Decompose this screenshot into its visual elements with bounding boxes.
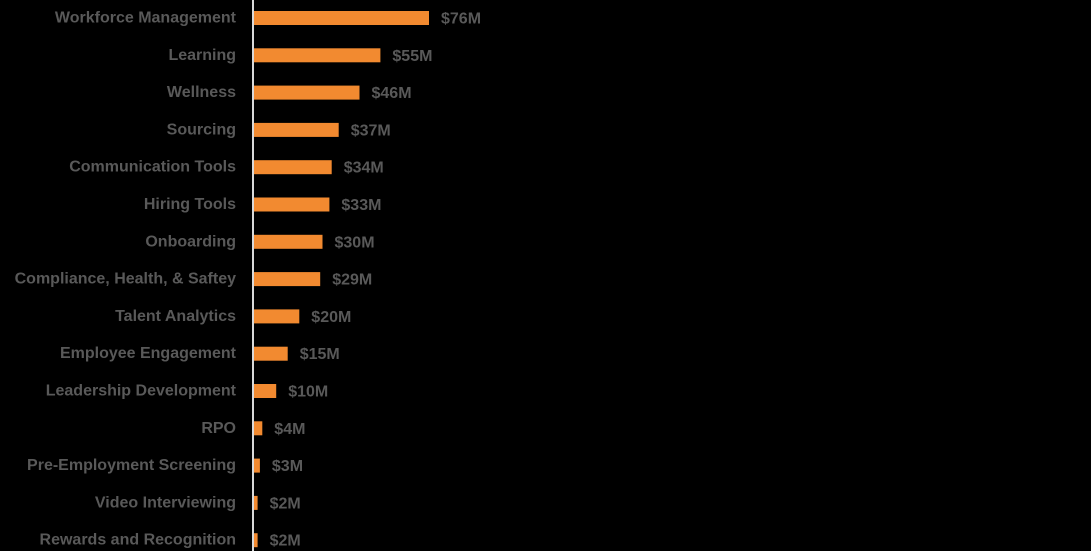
category-labels-group: Workforce Management Learning Wellness Sour… xyxy=(15,10,237,549)
bar xyxy=(253,11,429,25)
value-label: $15M xyxy=(300,346,340,363)
bar xyxy=(253,48,381,63)
category-label: Video Interviewing xyxy=(95,494,236,511)
value-label: $4M xyxy=(274,421,305,438)
category-label: Pre-Employment Screening xyxy=(27,457,236,474)
bar xyxy=(253,197,330,212)
value-label: $55M xyxy=(392,48,432,65)
category-label: Workforce Management xyxy=(55,10,237,27)
value-label: $20M xyxy=(311,309,351,326)
bars-group xyxy=(253,11,429,548)
value-label: $29M xyxy=(332,272,372,289)
bar xyxy=(253,495,258,510)
bar xyxy=(253,533,258,548)
bar xyxy=(253,346,288,361)
bar xyxy=(253,234,323,249)
bar xyxy=(253,309,300,324)
bar xyxy=(253,85,360,100)
category-label: Rewards and Recognition xyxy=(40,532,236,549)
category-label: Leadership Development xyxy=(46,383,237,400)
bar xyxy=(253,421,263,436)
category-label: Hiring Tools xyxy=(144,196,236,213)
category-label: Employee Engagement xyxy=(60,345,237,362)
value-label: $46M xyxy=(372,85,412,102)
value-label: $76M xyxy=(441,11,481,28)
bar xyxy=(253,458,260,473)
category-label: Talent Analytics xyxy=(115,308,236,325)
bar xyxy=(253,160,332,175)
category-label: Wellness xyxy=(167,84,236,101)
value-label: $10M xyxy=(288,384,328,401)
value-label: $30M xyxy=(335,234,375,251)
category-label: Onboarding xyxy=(145,233,236,250)
value-label: $2M xyxy=(270,495,301,512)
value-labels-group: $76M $55M $46M $37M $34M $33M $30M $29M $20M $15M… xyxy=(270,11,481,550)
category-label: Sourcing xyxy=(167,121,236,138)
bar xyxy=(253,384,277,398)
category-label: RPO xyxy=(201,420,236,437)
value-label: $34M xyxy=(344,160,384,177)
bar xyxy=(253,122,339,137)
value-label: $2M xyxy=(270,533,301,550)
value-label: $33M xyxy=(341,197,381,214)
bar xyxy=(253,272,321,287)
category-label: Compliance, Health, & Saftey xyxy=(15,271,236,288)
value-label: $3M xyxy=(272,458,303,475)
category-label: Communication Tools xyxy=(69,159,236,176)
value-label: $37M xyxy=(351,122,391,139)
category-label: Learning xyxy=(168,47,236,64)
